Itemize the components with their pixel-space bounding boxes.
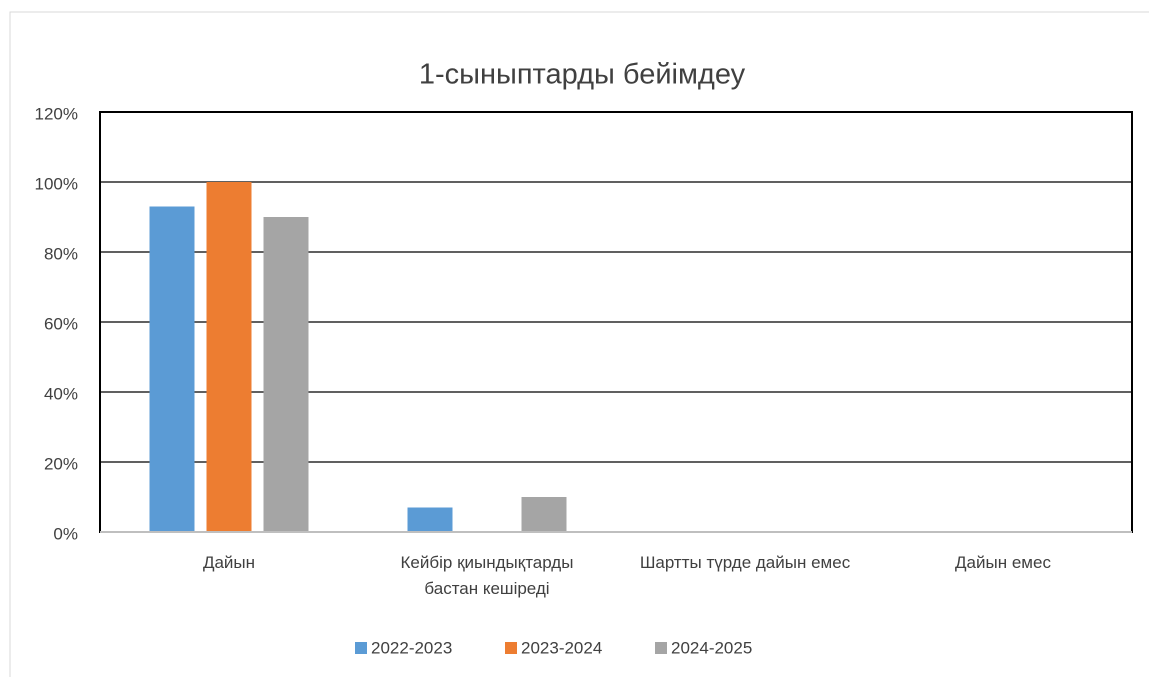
x-tick-label: Кейбір қиындықтарды бастан кешіреді: [400, 553, 574, 598]
x-tick-label: Дайын: [202, 553, 256, 572]
legend-label: 2024-2025: [671, 638, 752, 657]
bar: [263, 217, 309, 532]
legend-swatch: [655, 642, 667, 654]
x-tick-label: Дайын емес: [955, 553, 1051, 572]
legend-label: 2023-2024: [521, 638, 602, 657]
y-tick-label: 100%: [35, 174, 78, 193]
legend-swatch: [505, 642, 517, 654]
y-tick-label: 60%: [44, 314, 78, 333]
x-tick-label: Шартты түрде дайын емес: [639, 553, 851, 572]
y-tick-label: 40%: [44, 384, 78, 403]
legend-swatch: [355, 642, 367, 654]
bar: [206, 182, 252, 532]
y-tick-label: 80%: [44, 244, 78, 263]
bar: [149, 206, 195, 532]
chart-title: 1-сыныптарды бейімдеу: [419, 59, 746, 91]
y-tick-label: 0%: [53, 524, 78, 543]
chart-frame: [9, 11, 1149, 677]
bar: [521, 497, 567, 532]
legend-label: 2022-2023: [371, 638, 452, 657]
bar: [407, 507, 453, 532]
y-tick-label: 20%: [44, 454, 78, 473]
y-tick-label: 120%: [35, 104, 78, 123]
